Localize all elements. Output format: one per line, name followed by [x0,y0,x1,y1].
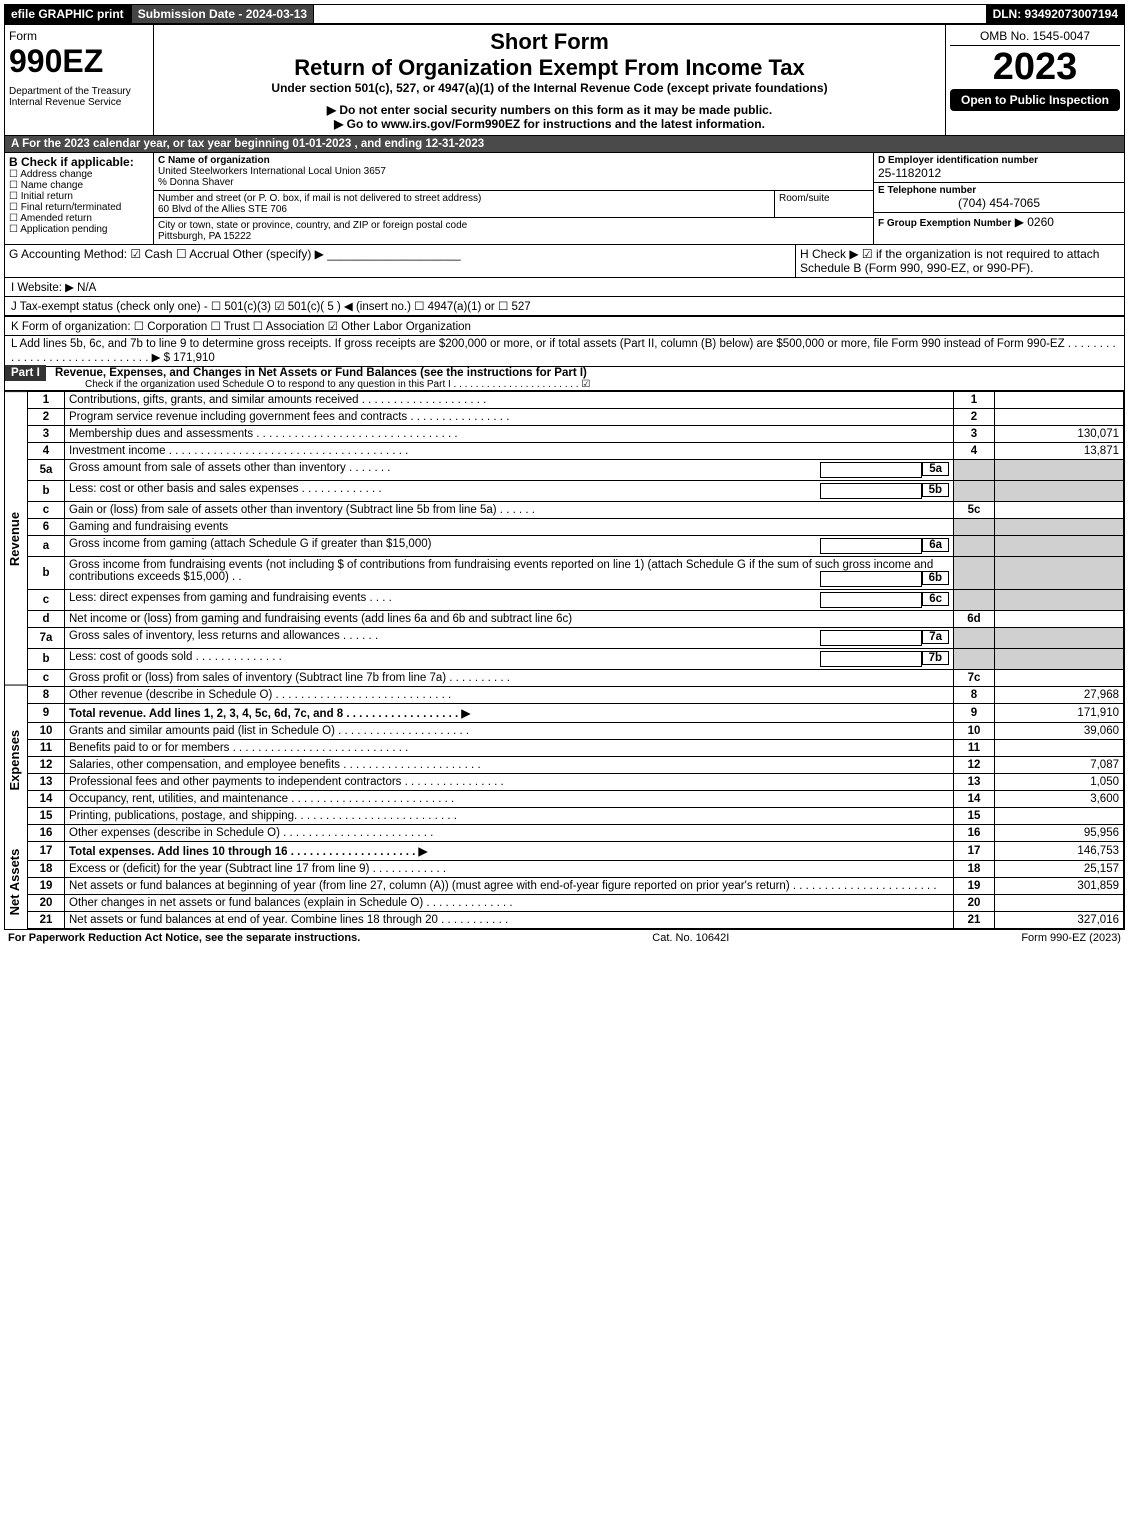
amt-18: 25,157 [995,861,1124,878]
amt-12: 7,087 [995,757,1124,774]
form-word: Form [9,29,149,43]
amt-4: 13,871 [995,443,1124,460]
line-i: I Website: ▶ N/A [4,278,1125,297]
ein: 25-1182012 [878,166,1120,180]
b-opt-3[interactable]: Final return/terminated [21,202,122,213]
b-opt-1[interactable]: Name change [21,180,83,191]
amt-14: 3,600 [995,791,1124,808]
line-g: G Accounting Method: ☑ Cash ☐ Accrual Ot… [5,245,796,277]
phone: (704) 454-7065 [878,196,1120,210]
amt-10: 39,060 [995,723,1124,740]
amt-9: 171,910 [995,704,1124,723]
care-of: % Donna Shaver [158,177,869,188]
note-link[interactable]: ▶ Go to www.irs.gov/Form990EZ for instru… [158,117,941,131]
amt-19: 301,859 [995,878,1124,895]
c-label: C Name of organization [158,155,869,166]
footer-left: For Paperwork Reduction Act Notice, see … [8,932,360,944]
submission-date: Submission Date - 2024-03-13 [131,4,314,24]
street-label: Number and street (or P. O. box, if mail… [158,193,770,204]
d-label: D Employer identification number [878,155,1120,166]
group-exemption: ▶ 0260 [1015,215,1054,229]
b-opt-0[interactable]: Address change [20,169,92,180]
title-short-form: Short Form [158,29,941,55]
lines-table: 1Contributions, gifts, grants, and simil… [27,391,1124,929]
b-opt-2[interactable]: Initial return [21,191,73,202]
b-opt-4[interactable]: Amended return [20,213,92,224]
footer: For Paperwork Reduction Act Notice, see … [4,930,1125,946]
efile-button[interactable]: efile GRAPHIC print [4,4,131,24]
amt-3: 130,071 [995,426,1124,443]
title-return: Return of Organization Exempt From Incom… [158,55,941,81]
bc-block: B Check if applicable: ☐ Address change … [4,153,1125,245]
form-number: 990EZ [9,43,149,80]
amt-8: 27,968 [995,687,1124,704]
dln: DLN: 93492073007194 [986,4,1125,24]
org-name: United Steelworkers International Local … [158,166,869,177]
subtitle: Under section 501(c), 527, or 4947(a)(1)… [158,81,941,95]
omb: OMB No. 1545-0047 [950,29,1120,46]
line-h: H Check ▶ ☑ if the organization is not r… [796,245,1124,277]
part-i-title: Revenue, Expenses, and Changes in Net As… [49,367,587,379]
e-label: E Telephone number [878,185,1120,196]
room-label: Room/suite [774,191,873,217]
f-label: F Group Exemption Number [878,218,1011,229]
footer-cat: Cat. No. 10642I [652,932,729,944]
b-opt-5[interactable]: Application pending [20,224,107,235]
form-header: Form 990EZ Department of the Treasury In… [4,24,1125,136]
amt-17: 146,753 [995,842,1124,861]
footer-right: Form 990-EZ (2023) [1021,932,1121,944]
dept-irs: Internal Revenue Service [9,97,149,108]
open-to-public: Open to Public Inspection [950,89,1120,111]
dept-treasury: Department of the Treasury [9,86,149,97]
amt-21: 327,016 [995,912,1124,929]
side-netassets: Net Assets [5,835,27,929]
side-expenses: Expenses [5,685,27,835]
side-revenue: Revenue [5,391,27,685]
line-a: A For the 2023 calendar year, or tax yea… [4,136,1125,153]
gross-receipts: 171,910 [173,352,215,364]
part-i-label: Part I [5,365,46,381]
line-l: L Add lines 5b, 6c, and 7b to line 9 to … [4,336,1125,367]
street: 60 Blvd of the Allies STE 706 [158,204,770,215]
b-label: B Check if applicable: [9,155,149,169]
top-bar: efile GRAPHIC print Submission Date - 20… [4,4,1125,24]
part-i-check: Check if the organization used Schedule … [5,379,1124,390]
amt-13: 1,050 [995,774,1124,791]
line-j: J Tax-exempt status (check only one) - ☐… [4,297,1125,316]
line-k: K Form of organization: ☐ Corporation ☐ … [4,316,1125,336]
tax-year: 2023 [950,46,1120,89]
city: Pittsburgh, PA 15222 [158,231,869,242]
city-label: City or town, state or province, country… [158,220,869,231]
amt-16: 95,956 [995,825,1124,842]
note-ssn: ▶ Do not enter social security numbers o… [158,103,941,117]
